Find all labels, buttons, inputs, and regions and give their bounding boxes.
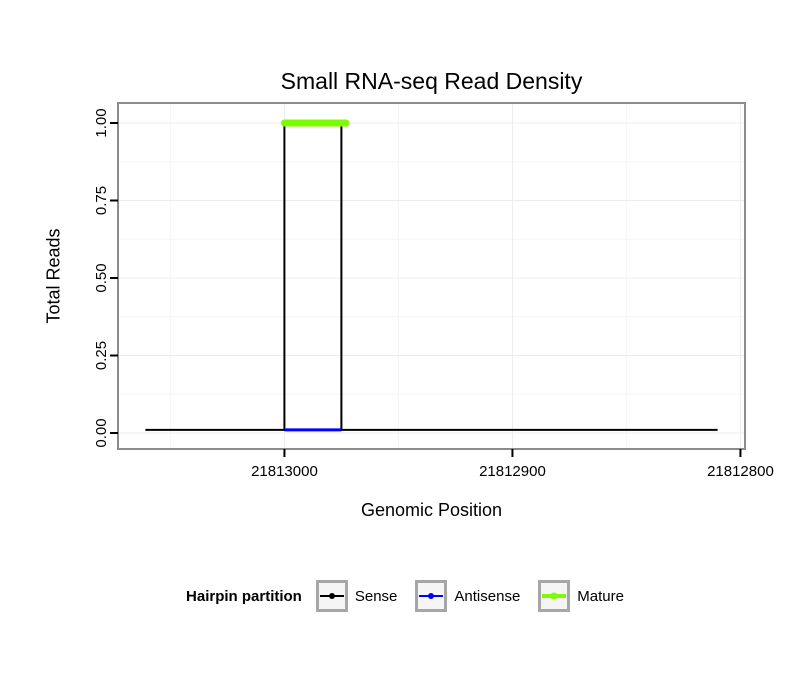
y-tick-label: 0.75 <box>93 186 110 215</box>
x-tick-label: 21813000 <box>251 463 318 480</box>
legend-glyph-icon <box>319 593 344 599</box>
y-tick-label: 1.00 <box>93 108 110 137</box>
x-tick-label: 21812900 <box>479 463 546 480</box>
legend-key-mature <box>538 580 571 612</box>
legend-label: Sense <box>354 587 398 605</box>
legend-title: Hairpin partition <box>186 587 302 605</box>
legend-key-sense <box>315 580 348 612</box>
x-tick-label: 21812800 <box>707 463 774 480</box>
legend-items: Sense Antisense Mature <box>315 580 624 612</box>
y-tick-label: 0.25 <box>93 341 110 370</box>
panel-border <box>117 102 746 450</box>
legend-item-sense: Sense <box>315 580 398 612</box>
y-tick-label: 0.50 <box>93 263 110 292</box>
y-tick-label: 0.00 <box>93 418 110 447</box>
legend-key-antisense <box>415 580 448 612</box>
x-axis-title: Genomic Position <box>360 500 503 520</box>
legend-item-mature: Mature <box>538 580 624 612</box>
legend-glyph-icon <box>419 593 444 599</box>
legend-label: Mature <box>577 587 624 605</box>
legend-item-antisense: Antisense <box>415 580 520 612</box>
chart-title: Small RNA-seq Read Density <box>280 68 583 94</box>
legend-label: Antisense <box>454 587 521 605</box>
legend-glyph-icon <box>542 592 567 600</box>
legend: Hairpin partition Sense Antisense Mature <box>0 580 810 612</box>
plot-panel <box>118 103 745 449</box>
